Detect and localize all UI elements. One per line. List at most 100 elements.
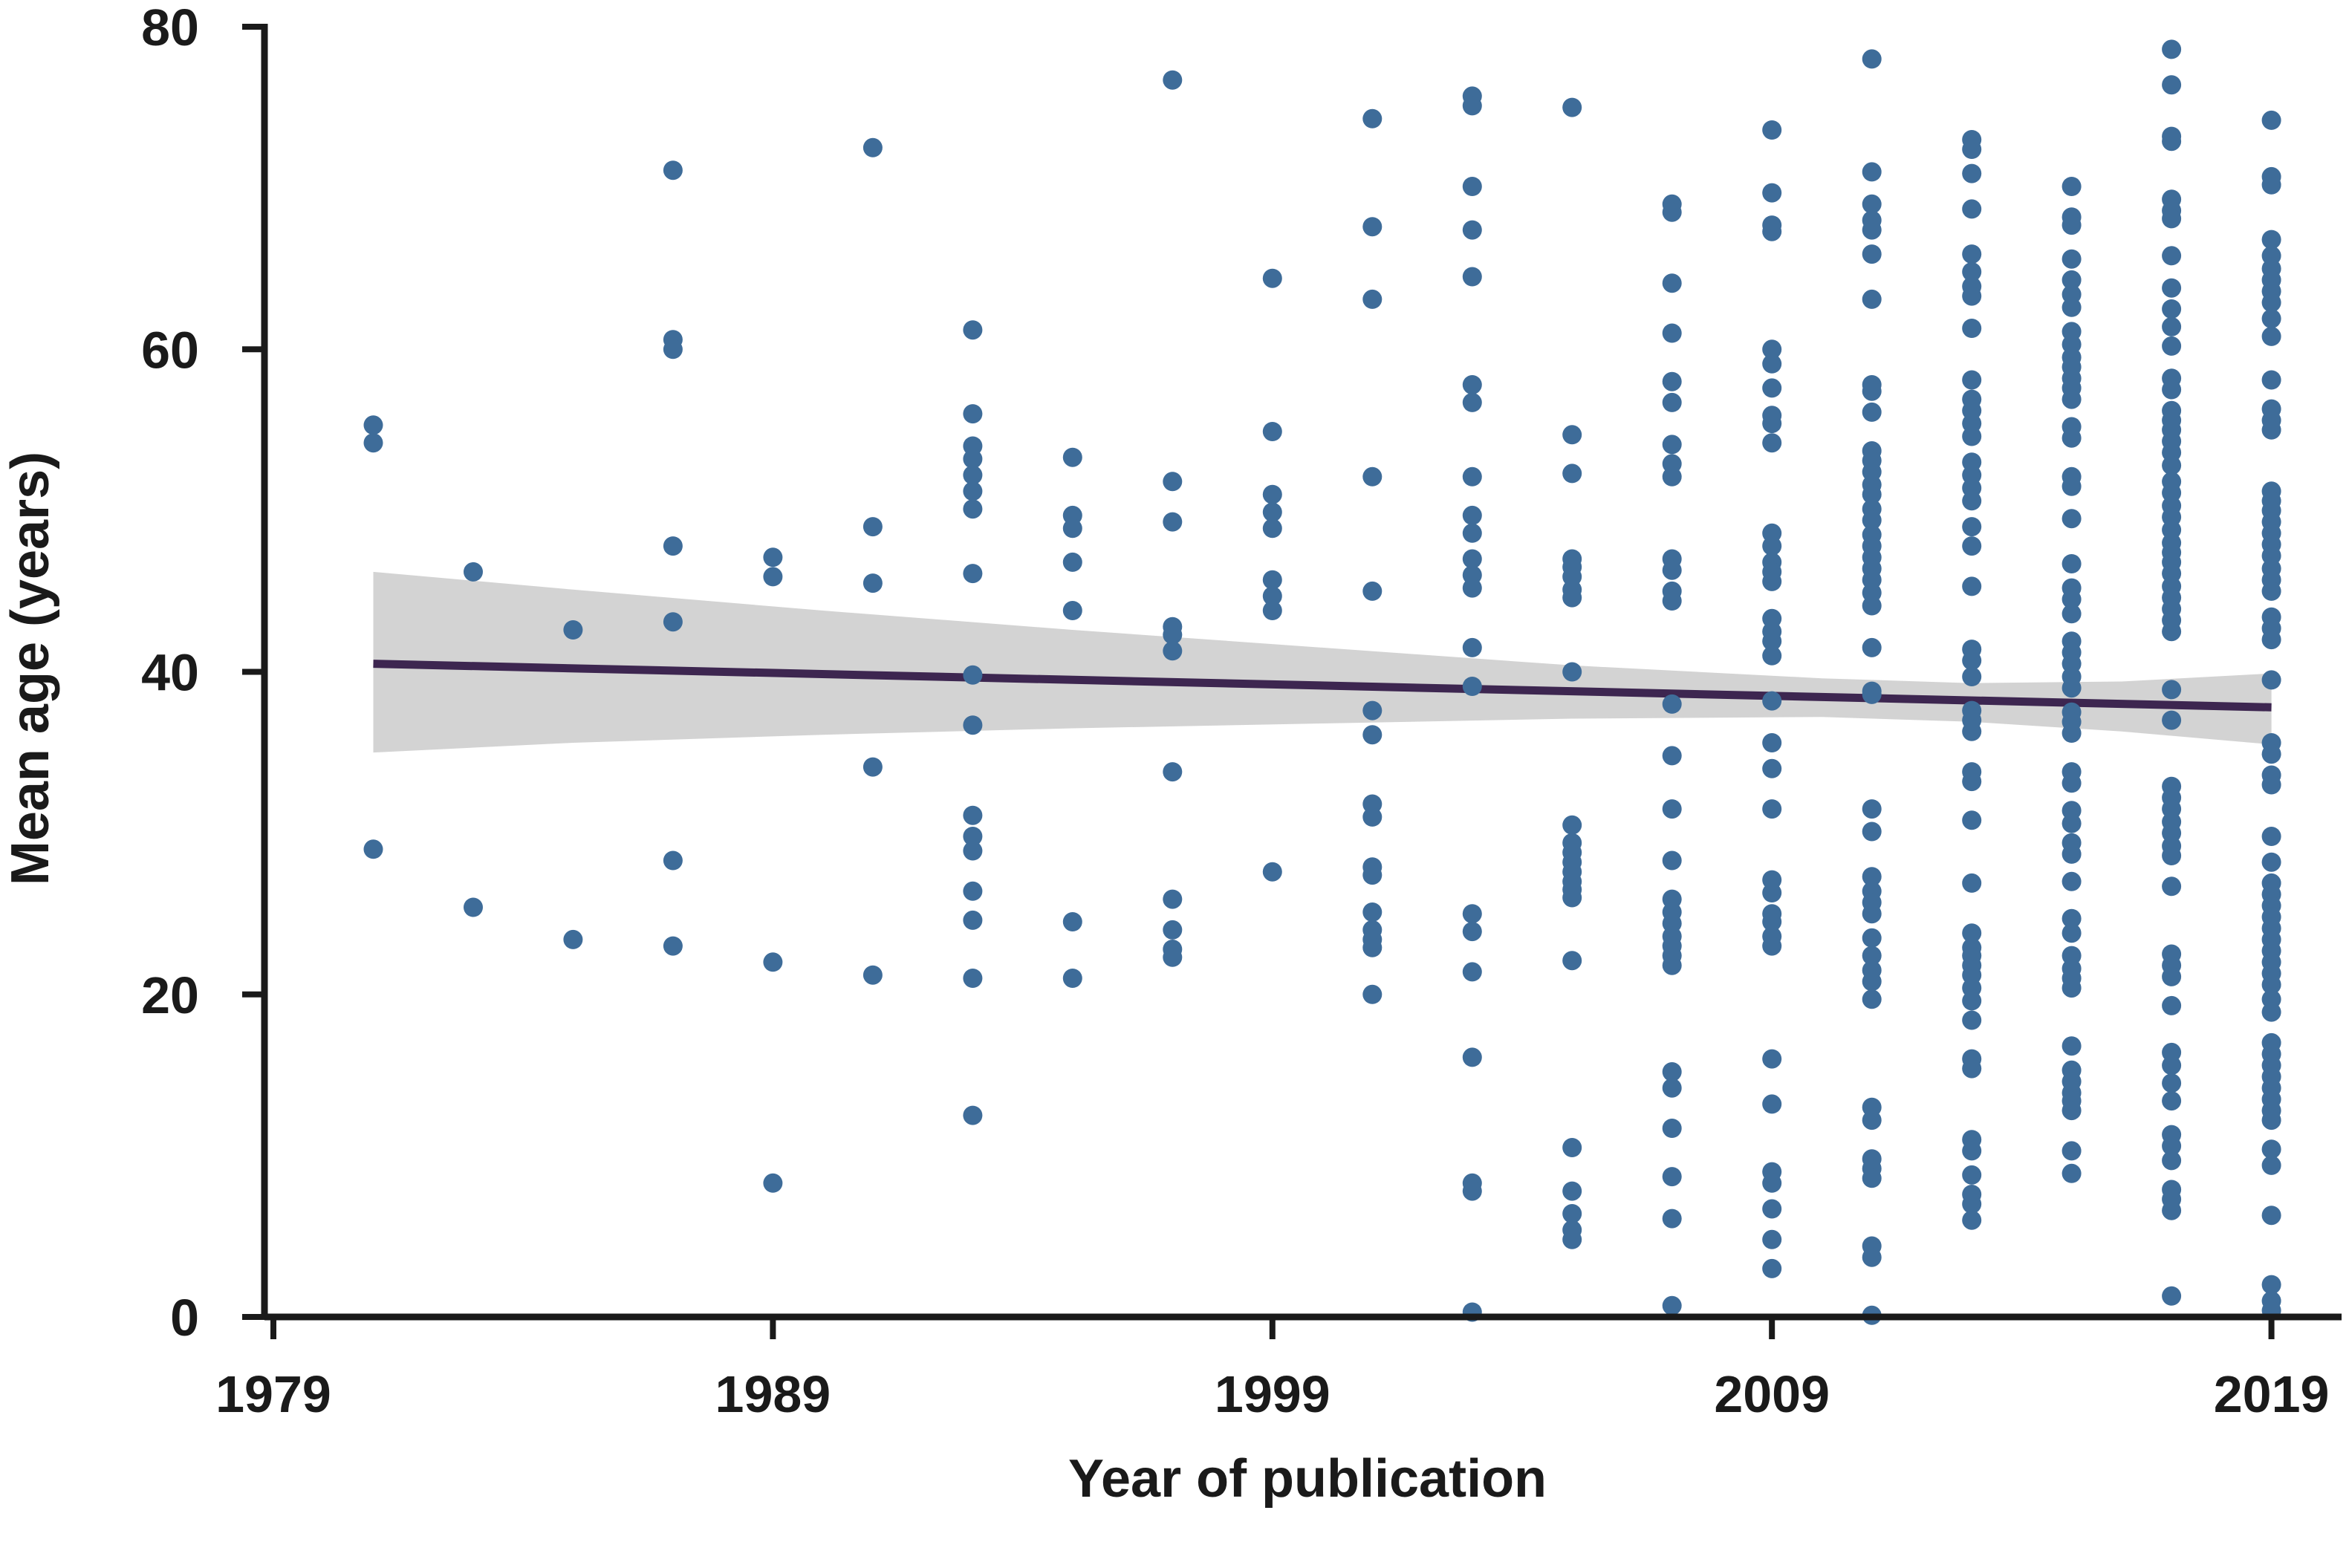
data-point (2062, 215, 2082, 235)
data-point (2062, 1163, 2082, 1183)
data-point (1262, 601, 1282, 620)
data-point (1262, 586, 1282, 606)
data-point (1862, 946, 1882, 966)
data-point (1862, 596, 1882, 616)
data-point (1862, 289, 1882, 309)
trend-line (373, 660, 2272, 712)
data-point (1862, 637, 1882, 657)
data-point (2261, 370, 2281, 390)
data-point (1962, 1210, 1982, 1230)
data-point (763, 547, 783, 567)
data-point (1862, 244, 1882, 264)
data-point (862, 965, 883, 985)
data-point (464, 897, 483, 917)
data-point (1962, 491, 1982, 511)
data-point (363, 415, 383, 435)
data-point (363, 839, 383, 859)
data-point (2162, 209, 2182, 229)
data-point (1262, 862, 1282, 882)
data-point (1862, 867, 1882, 887)
data-point (2162, 710, 2182, 730)
data-point (2062, 389, 2082, 409)
data-point (1762, 1049, 1782, 1069)
data-point (2162, 680, 2182, 700)
data-point (2261, 852, 2281, 872)
data-point (963, 881, 983, 901)
data-point (1462, 1047, 1482, 1067)
data-point (1862, 484, 1882, 504)
data-point (1262, 518, 1282, 539)
data-point (1462, 267, 1482, 287)
data-point (963, 969, 983, 988)
data-point (563, 620, 583, 640)
data-point (1962, 651, 1982, 671)
data-point (1962, 576, 1982, 596)
data-point (1762, 221, 1782, 241)
data-point (2261, 175, 2281, 195)
data-point (1962, 923, 1982, 943)
data-point (2162, 1286, 2182, 1306)
data-point (663, 850, 683, 871)
data-point (2062, 723, 2082, 743)
data-point (963, 805, 983, 825)
data-point (1962, 517, 1982, 537)
data-point (1962, 1058, 1982, 1079)
data-point (1262, 502, 1282, 522)
data-point (1662, 694, 1682, 714)
data-point (1163, 512, 1183, 532)
data-point (2062, 177, 2082, 196)
data-point (963, 1105, 983, 1125)
data-point (2162, 336, 2182, 356)
data-point (2162, 1136, 2182, 1156)
data-point (1662, 1208, 1682, 1229)
data-point (1462, 578, 1482, 598)
data-point (1762, 120, 1782, 140)
data-point (1262, 484, 1282, 504)
data-point (2261, 326, 2281, 346)
data-point (862, 757, 883, 777)
data-point (963, 481, 983, 501)
data-point (1762, 536, 1782, 556)
data-point (2162, 622, 2182, 642)
data-point (963, 827, 983, 846)
data-point (862, 137, 883, 157)
data-point (1662, 371, 1682, 391)
data-point (2261, 1206, 2281, 1226)
trend-line-layer (373, 660, 2272, 712)
data-point (1562, 662, 1582, 682)
data-point (1462, 962, 1482, 982)
data-point (2062, 678, 2082, 698)
data-point (1562, 1181, 1582, 1201)
data-point (1662, 392, 1682, 412)
data-point (1862, 684, 1882, 704)
data-point (1962, 199, 1982, 219)
data-point (1662, 273, 1682, 293)
data-point (1962, 772, 1982, 792)
data-point (2062, 773, 2082, 793)
x-tick-label: 2009 (1714, 1365, 1830, 1423)
data-point (1462, 177, 1482, 196)
data-point (464, 562, 483, 582)
data-point (1662, 560, 1682, 580)
data-point (1262, 570, 1282, 590)
data-point (963, 320, 983, 340)
data-point (963, 665, 983, 685)
data-point (1962, 991, 1982, 1011)
x-axis-title: Year of publication (1068, 1449, 1547, 1509)
data-point (963, 499, 983, 519)
data-point (2261, 775, 2281, 795)
data-points-layer (363, 39, 2281, 1325)
data-point (1362, 289, 1383, 309)
data-point (663, 339, 683, 360)
data-point (1662, 591, 1682, 611)
data-point (1362, 902, 1383, 922)
data-point (1163, 889, 1183, 909)
data-point (1362, 725, 1383, 745)
data-point (1362, 217, 1383, 237)
data-point (1662, 466, 1682, 487)
data-point (1962, 319, 1982, 338)
data-point (1163, 70, 1183, 90)
data-point (1762, 433, 1782, 453)
data-point (363, 433, 383, 453)
data-point (2062, 844, 2082, 864)
